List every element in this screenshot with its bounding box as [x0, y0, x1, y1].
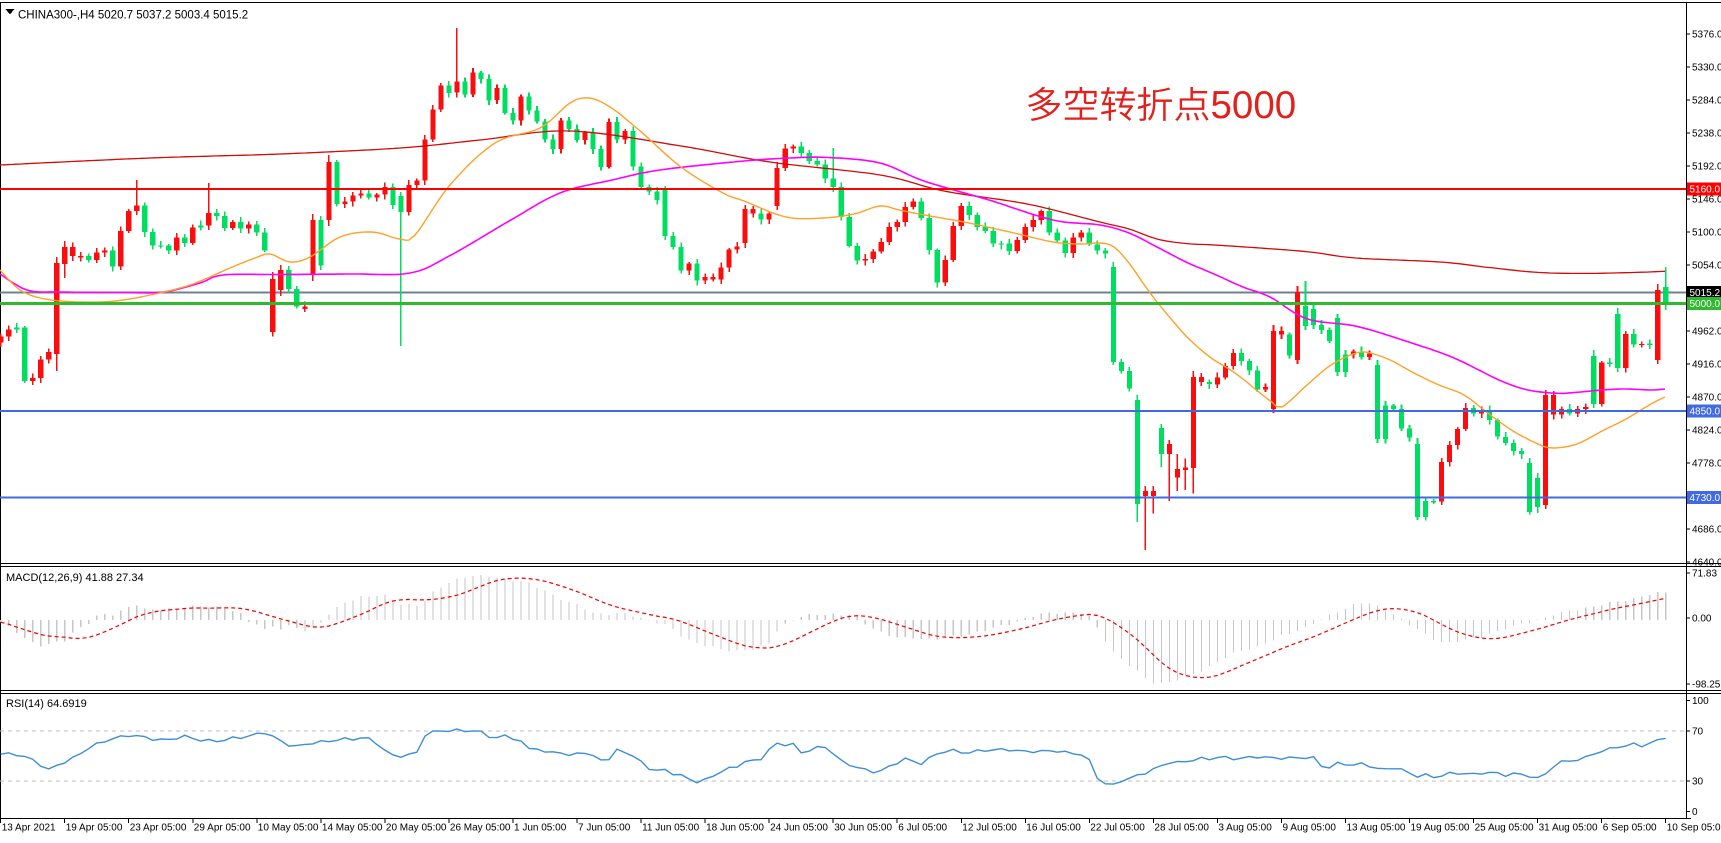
svg-text:7 Jun 05:00: 7 Jun 05:00	[578, 823, 631, 834]
svg-text:29 Apr 05:00: 29 Apr 05:00	[194, 823, 251, 834]
svg-text:19 Aug 05:00: 19 Aug 05:00	[1411, 823, 1470, 834]
svg-text:18 Jun 05:00: 18 Jun 05:00	[706, 823, 764, 834]
svg-text:5238.0: 5238.0	[1692, 128, 1721, 139]
svg-text:0.00: 0.00	[1692, 614, 1712, 625]
svg-text:MACD(12,26,9) 41.88 27.34: MACD(12,26,9) 41.88 27.34	[6, 572, 144, 584]
svg-text:3 Aug 05:00: 3 Aug 05:00	[1218, 823, 1272, 834]
svg-text:5160.0: 5160.0	[1690, 185, 1721, 196]
svg-text:12 Jul 05:00: 12 Jul 05:00	[962, 823, 1017, 834]
svg-text:5146.0: 5146.0	[1692, 194, 1721, 205]
svg-text:25 Aug 05:00: 25 Aug 05:00	[1475, 823, 1534, 834]
svg-text:4686.0: 4686.0	[1692, 525, 1721, 536]
svg-text:28 Jul 05:00: 28 Jul 05:00	[1154, 823, 1209, 834]
svg-text:10 Sep 05:00: 10 Sep 05:00	[1667, 823, 1721, 834]
svg-text:71.83: 71.83	[1692, 569, 1717, 580]
svg-text:22 Jul 05:00: 22 Jul 05:00	[1090, 823, 1145, 834]
svg-text:30: 30	[1692, 777, 1704, 788]
svg-text:5000: 5000	[1211, 84, 1297, 127]
svg-text:11 Jun 05:00: 11 Jun 05:00	[642, 823, 700, 834]
svg-text:24 Jun 05:00: 24 Jun 05:00	[770, 823, 828, 834]
svg-text:19 Apr 05:00: 19 Apr 05:00	[66, 823, 123, 834]
svg-text:13 Aug 05:00: 13 Aug 05:00	[1347, 823, 1406, 834]
svg-text:1 Jun 05:00: 1 Jun 05:00	[514, 823, 567, 834]
svg-text:20 May 05:00: 20 May 05:00	[386, 823, 447, 834]
svg-text:5000.0: 5000.0	[1690, 299, 1721, 310]
svg-text:0: 0	[1692, 807, 1698, 818]
svg-text:5100.0: 5100.0	[1692, 227, 1721, 238]
svg-text:5054.0: 5054.0	[1692, 260, 1721, 271]
svg-text:13 Apr 2021: 13 Apr 2021	[2, 823, 56, 834]
svg-text:26 May 05:00: 26 May 05:00	[450, 823, 511, 834]
svg-text:4778.0: 4778.0	[1692, 459, 1721, 470]
svg-text:4870.0: 4870.0	[1692, 393, 1721, 404]
svg-text:-98.25: -98.25	[1692, 680, 1721, 691]
svg-text:6 Jul 05:00: 6 Jul 05:00	[898, 823, 947, 834]
svg-text:5330.0: 5330.0	[1692, 62, 1721, 73]
svg-text:4850.0: 4850.0	[1690, 407, 1721, 418]
svg-text:4916.0: 4916.0	[1692, 360, 1721, 371]
svg-text:4962.0: 4962.0	[1692, 327, 1721, 338]
svg-text:23 Apr 05:00: 23 Apr 05:00	[130, 823, 187, 834]
svg-text:5284.0: 5284.0	[1692, 95, 1721, 106]
svg-text:4824.0: 4824.0	[1692, 426, 1721, 437]
svg-text:100: 100	[1692, 696, 1709, 707]
svg-text:CHINA300-,H4 5020.7 5037.2 50: CHINA300-,H4 5020.7 5037.2 5003.4 5015.2	[18, 10, 248, 22]
svg-text:16 Jul 05:00: 16 Jul 05:00	[1026, 823, 1081, 834]
svg-text:RSI(14) 64.6919: RSI(14) 64.6919	[6, 698, 87, 710]
svg-text:31 Aug 05:00: 31 Aug 05:00	[1539, 823, 1598, 834]
svg-text:70: 70	[1692, 726, 1704, 737]
svg-text:5192.0: 5192.0	[1692, 161, 1721, 172]
svg-text:5376.0: 5376.0	[1692, 29, 1721, 40]
svg-text:4640.0: 4640.0	[1692, 558, 1721, 569]
svg-text:6 Sep 05:00: 6 Sep 05:00	[1603, 823, 1657, 834]
svg-text:30 Jun 05:00: 30 Jun 05:00	[834, 823, 892, 834]
svg-text:9 Aug 05:00: 9 Aug 05:00	[1283, 823, 1337, 834]
svg-text:5015.2: 5015.2	[1690, 288, 1721, 299]
svg-text:14 May 05:00: 14 May 05:00	[322, 823, 383, 834]
svg-text:10 May 05:00: 10 May 05:00	[258, 823, 319, 834]
svg-text:4730.0: 4730.0	[1690, 493, 1721, 504]
